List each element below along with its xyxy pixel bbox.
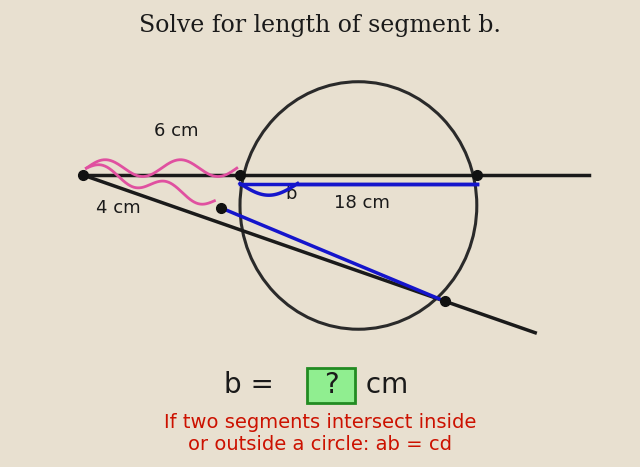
FancyBboxPatch shape [307, 368, 355, 403]
Text: or outside a circle: ab = cd: or outside a circle: ab = cd [188, 435, 452, 454]
Text: Solve for length of segment b.: Solve for length of segment b. [139, 14, 501, 37]
Text: b: b [285, 185, 297, 203]
Text: ?: ? [324, 371, 339, 399]
Text: cm: cm [357, 371, 408, 399]
Text: If two segments intersect inside: If two segments intersect inside [164, 413, 476, 432]
Text: 6 cm: 6 cm [154, 122, 198, 140]
Text: 18 cm: 18 cm [333, 194, 390, 212]
Text: b =: b = [224, 371, 283, 399]
Text: 4 cm: 4 cm [96, 199, 141, 217]
